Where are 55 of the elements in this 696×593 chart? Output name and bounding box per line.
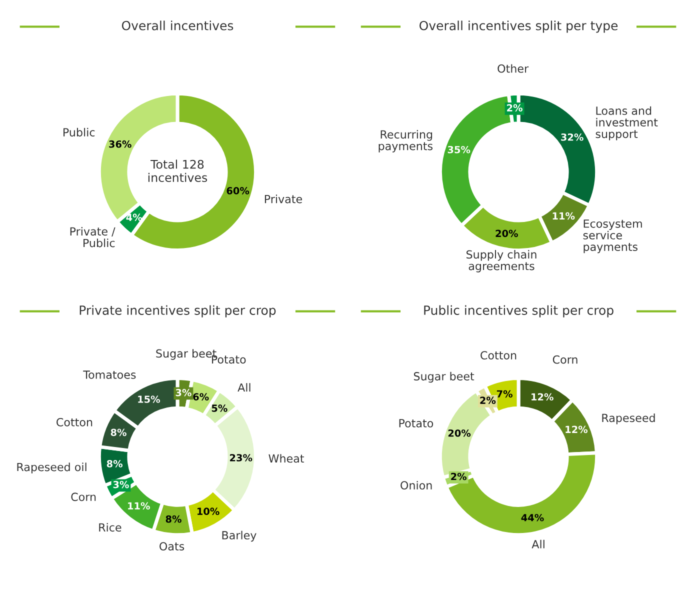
chart-title: Private incentives split per crop <box>80 305 276 318</box>
data-label: 8% <box>106 460 122 468</box>
data-label: 35% <box>448 146 470 154</box>
data-label: 2% <box>507 104 522 112</box>
slice-label: Supply chain agreements <box>466 250 536 272</box>
data-label: 15% <box>138 396 160 403</box>
data-label: 8% <box>110 428 126 436</box>
slice-label: Wheat <box>268 454 304 463</box>
slice-label: Public <box>64 128 95 137</box>
slice-label: Other <box>498 64 529 73</box>
slice-label: Loans and investment support <box>596 106 658 140</box>
slice-label: Tomatoes <box>83 370 136 379</box>
data-label: 10% <box>197 508 220 516</box>
slice-label: Oats <box>160 542 184 550</box>
slice-label: Corn <box>71 492 96 502</box>
data-label: 60% <box>226 187 250 194</box>
data-label: 12% <box>532 393 554 401</box>
slice-label: Sugar beet <box>414 372 474 383</box>
data-label: 2% <box>480 396 496 404</box>
slice-label: Recurring payments <box>378 130 433 152</box>
data-label: 4% <box>126 214 142 222</box>
slice-label: Private / Public <box>70 227 116 248</box>
chart-title: Overall incentives split per type <box>420 20 618 33</box>
slice-label: Ecosystem service payments <box>583 220 642 254</box>
data-label: 32% <box>561 133 584 141</box>
data-label: 20% <box>448 429 471 437</box>
data-label: 11% <box>128 502 150 510</box>
slice-label: Rapeseed oil <box>17 462 86 474</box>
slice-label: Private <box>264 194 302 204</box>
data-label: 44% <box>521 514 544 522</box>
text: Total 128 incentives <box>148 160 208 182</box>
data-label: 2% <box>451 472 467 480</box>
slice-label: Rapeseed <box>602 414 655 424</box>
slice-label: Cotton <box>56 418 92 426</box>
slice-label: Onion <box>400 480 432 490</box>
slice-label: Barley <box>222 530 256 542</box>
data-label: 6% <box>193 393 209 400</box>
slice-label: Corn <box>552 355 578 364</box>
slice-label: Cotton <box>480 351 516 360</box>
data-label: 3% <box>176 388 192 396</box>
data-label: 12% <box>566 426 588 434</box>
data-label: 8% <box>166 515 182 523</box>
data-label: 5% <box>212 404 228 412</box>
data-label: 3% <box>113 480 129 488</box>
chart-title: Overall incentives <box>122 20 234 30</box>
data-label: 23% <box>230 454 252 462</box>
data-label: 20% <box>496 230 518 238</box>
slice-label: All <box>238 383 250 392</box>
slice-label: All <box>532 540 544 548</box>
data-label: 11% <box>552 212 575 220</box>
slice-label: Potato <box>399 419 434 428</box>
data-label: 36% <box>109 140 132 148</box>
slice-label: Rice <box>99 523 122 532</box>
data-label: 7% <box>496 390 512 398</box>
chart-title: Public incentives split per crop <box>424 305 614 318</box>
